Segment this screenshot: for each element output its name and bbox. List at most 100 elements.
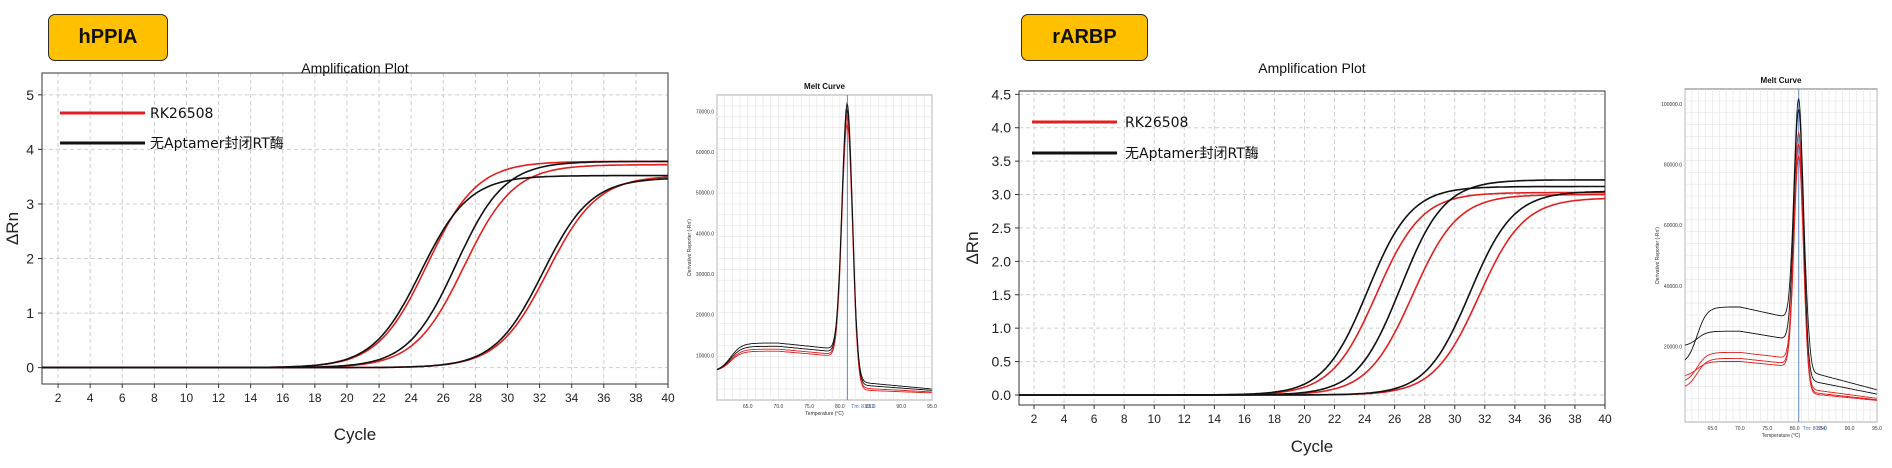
melt-x-axis-label: Temperature (°C) — [805, 411, 844, 417]
melt-y-tick-label: 40000.0 — [1664, 284, 1682, 290]
gene-tag: rARBP — [1021, 14, 1148, 61]
melt-x-axis-label: Temperature (°C) — [1762, 433, 1801, 439]
curves-group — [42, 160, 669, 369]
x-tick-label: 2 — [55, 391, 62, 405]
x-tick-label: 18 — [1268, 412, 1282, 426]
tm-label: Tm: 81.21 — [851, 404, 874, 410]
x-tick-label: 12 — [1178, 412, 1192, 426]
y-axis-label: ΔRn — [963, 231, 982, 264]
melt-x-tick-label: 90.0 — [896, 404, 906, 410]
melt-y-tick-label: 50000.0 — [696, 191, 714, 197]
x-tick-label: 24 — [404, 391, 418, 405]
gene-tag: hPPIA — [48, 14, 168, 61]
x-tick-label: 20 — [1298, 412, 1312, 426]
y-tick-label: 3 — [26, 196, 34, 212]
plot-frame — [1018, 90, 1606, 406]
x-tick-label: 26 — [437, 391, 451, 405]
melt-y-tick-label: 20000.0 — [1664, 344, 1682, 350]
y-tick-label: 1.0 — [992, 320, 1012, 336]
melt-title: Melt Curve — [804, 82, 845, 91]
x-tick-label: 30 — [1448, 412, 1462, 426]
x-tick-label: 12 — [212, 391, 226, 405]
panel-hppia: hPPIA 2 4 6 8 10 12 14 16 18 20 22 24 26 28 30 32 34 36 38… — [3, 14, 937, 444]
y-tick-label: 0.5 — [992, 354, 1012, 370]
panel-rarbp: rARBP 2 4 6 8 10 12 14 16 18 20 22 24 26 28 30 32 34 36 38… — [946, 0, 1892, 468]
y-tick-label: 2.5 — [992, 220, 1012, 236]
x-tick-label: 34 — [1508, 412, 1522, 426]
legend-label: 无Aptamer封闭RT酶 — [150, 136, 284, 152]
y-tick-label: 3.5 — [992, 153, 1012, 169]
melt-curve — [716, 102, 932, 390]
melt-x-tick-label: 85.0 — [866, 404, 876, 410]
melt-curve — [716, 114, 932, 393]
x-tick-label: 40 — [661, 391, 675, 405]
x-tick-label: 16 — [1238, 412, 1252, 426]
melt-curve — [1684, 154, 1877, 401]
x-tick-label: 4 — [87, 391, 94, 405]
amplification-curve — [1019, 190, 1606, 396]
x-tick-label: 4 — [1061, 412, 1068, 426]
x-tick-label: 18 — [308, 391, 322, 405]
melt-y-axis-label: Derivative Reporter (-Rn') — [1655, 227, 1661, 284]
melt-y-tick-label: 20000.0 — [696, 313, 714, 319]
y-tick-label: 0 — [26, 360, 34, 376]
x-tick-label: 22 — [372, 391, 386, 405]
x-tick-label: 36 — [597, 391, 611, 405]
y-tick-label: 1 — [26, 305, 34, 321]
x-tick-label: 14 — [1208, 412, 1222, 426]
legend-label: RK26508 — [1125, 115, 1188, 131]
melt-x-tick-label: 75.0 — [804, 404, 814, 410]
melt-y-tick-label: 10000.0 — [696, 353, 714, 359]
melt-curve-plot: Melt Curve 10000.0 20000.0 30000.0 40000.0 50… — [687, 82, 937, 417]
melt-x-tick-label: 90.0 — [1845, 426, 1855, 432]
melt-y-tick-label: 40000.0 — [696, 231, 714, 237]
melt-y-tick-label: 60000.0 — [696, 150, 714, 156]
y-tick-label: 2 — [26, 251, 34, 267]
x-tick-label: 34 — [565, 391, 579, 405]
y-tick-label: 0.0 — [992, 387, 1012, 403]
melt-y-tick-label: 80000.0 — [1664, 163, 1682, 169]
melt-curve — [1684, 109, 1877, 395]
y-tick-label: 4 — [26, 141, 34, 157]
melt-x-tick-label: 70.0 — [774, 404, 784, 410]
x-tick-label: 10 — [180, 391, 194, 405]
melt-title: Melt Curve — [1761, 76, 1802, 85]
x-tick-label: 38 — [1568, 412, 1582, 426]
x-tick-label: 32 — [533, 391, 547, 405]
amplification-plot: 2 4 6 8 10 12 14 16 18 20 22 24 26 28 30 32 34 36 38 400.00… — [963, 60, 1612, 456]
plot-area — [1019, 91, 1605, 405]
melt-x-tick-label: 70.0 — [1735, 426, 1745, 432]
x-tick-label: 26 — [1388, 412, 1402, 426]
melt-curve-plot: Melt Curve 20000.0 40000.0 60000.0 80000.0 10… — [1655, 76, 1882, 439]
y-axis-label: ΔRn — [3, 212, 22, 245]
x-tick-label: 8 — [1121, 412, 1128, 426]
x-tick-label: 40 — [1598, 412, 1612, 426]
melt-y-tick-label: 70000.0 — [696, 109, 714, 115]
x-tick-label: 16 — [276, 391, 290, 405]
melt-y-tick-label: 100000.0 — [1661, 102, 1682, 108]
y-tick-label: 4.0 — [992, 120, 1012, 136]
melt-x-tick-label: 65.0 — [743, 404, 753, 410]
tm-label: Tm: 80.74 — [1803, 426, 1826, 432]
melt-x-tick-label: 65.0 — [1708, 426, 1718, 432]
amplification-plot: 2 4 6 8 10 12 14 16 18 20 22 24 26 28 30 32 34 36 38 400123… — [3, 60, 675, 444]
amplification-curve — [42, 178, 669, 369]
x-tick-label: 6 — [1091, 412, 1098, 426]
x-tick-label: 32 — [1478, 412, 1492, 426]
melt-curve — [1684, 132, 1877, 399]
x-tick-label: 10 — [1148, 412, 1162, 426]
x-tick-label: 8 — [151, 391, 158, 405]
x-tick-label: 14 — [244, 391, 258, 405]
x-tick-label: 38 — [629, 391, 643, 405]
x-tick-label: 36 — [1538, 412, 1552, 426]
plot-area — [42, 73, 668, 384]
y-tick-label: 1.5 — [992, 287, 1012, 303]
melt-x-tick-label: 75.0 — [1762, 426, 1772, 432]
plot-frame — [41, 72, 669, 385]
melt-x-tick-label: 95.0 — [1872, 426, 1882, 432]
y-tick-label: 2.0 — [992, 253, 1012, 269]
legend-label: 无Aptamer封闭RT酶 — [1125, 146, 1259, 162]
chart-title: Amplification Plot — [1258, 60, 1365, 76]
legend-label: RK26508 — [150, 106, 213, 122]
melt-curve — [1684, 98, 1877, 391]
